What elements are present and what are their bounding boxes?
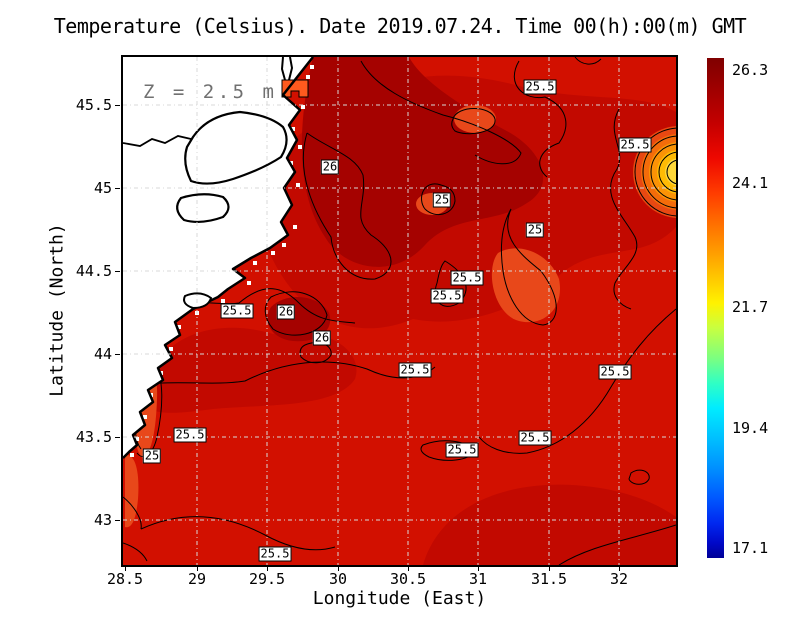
x-tick <box>549 566 550 571</box>
x-tick <box>478 566 479 571</box>
colorbar-tick-label: 26.3 <box>732 61 769 79</box>
y-tick-label: 44.5 <box>75 262 112 280</box>
colorbar-tick-label: 19.4 <box>732 419 769 437</box>
x-tick <box>197 566 198 571</box>
river-channel <box>280 57 294 81</box>
x-tick-label: 28.5 <box>106 570 144 588</box>
x-tick <box>125 566 126 571</box>
x-axis-title: Longitude (East) <box>312 588 487 609</box>
x-tick <box>619 566 620 571</box>
y-tick-label: 44 <box>93 345 112 363</box>
temperature-field-svg <box>123 57 676 565</box>
x-tick-label: 31.5 <box>530 570 568 588</box>
y-tick <box>115 354 120 355</box>
colorbar-tick-label: 24.1 <box>732 174 769 192</box>
x-tick-label: 31 <box>468 570 488 588</box>
x-tick <box>267 566 268 571</box>
x-tick-label: 30 <box>328 570 348 588</box>
lagoon-outline <box>184 110 288 185</box>
figure-title: Temperature (Celsius). Date 2019.07.24. … <box>53 14 747 38</box>
lagoon-outline <box>176 193 230 224</box>
y-tick-label: 45 <box>93 179 112 197</box>
y-tick <box>115 520 120 521</box>
y-tick <box>115 437 120 438</box>
grid-overlay-svg <box>123 57 676 565</box>
y-tick <box>115 105 120 106</box>
x-tick-label: 30.5 <box>389 570 427 588</box>
map-plot: Z = 2.5 m 25.5 25.5 26 25 25 25.5 25.5 25.5 26 26… <box>121 55 678 567</box>
colorbar-tick-label: 21.7 <box>732 298 769 316</box>
coastline <box>123 57 314 459</box>
x-tick <box>408 566 409 571</box>
y-tick <box>115 271 120 272</box>
x-tick-label: 29.5 <box>248 570 286 588</box>
y-axis-title: Latitude (North) <box>46 223 68 397</box>
x-tick <box>338 566 339 571</box>
y-tick-label: 43 <box>93 511 112 529</box>
y-tick <box>115 188 120 189</box>
river-line <box>123 135 192 147</box>
depth-annotation: Z = 2.5 m <box>143 81 278 103</box>
y-tick-label: 45.5 <box>75 96 112 114</box>
colorbar <box>707 58 724 558</box>
y-tick-label: 43.5 <box>75 428 112 446</box>
colorbar-tick-label: 17.1 <box>732 539 769 557</box>
x-tick-label: 29 <box>187 570 207 588</box>
x-tick-label: 32 <box>609 570 629 588</box>
